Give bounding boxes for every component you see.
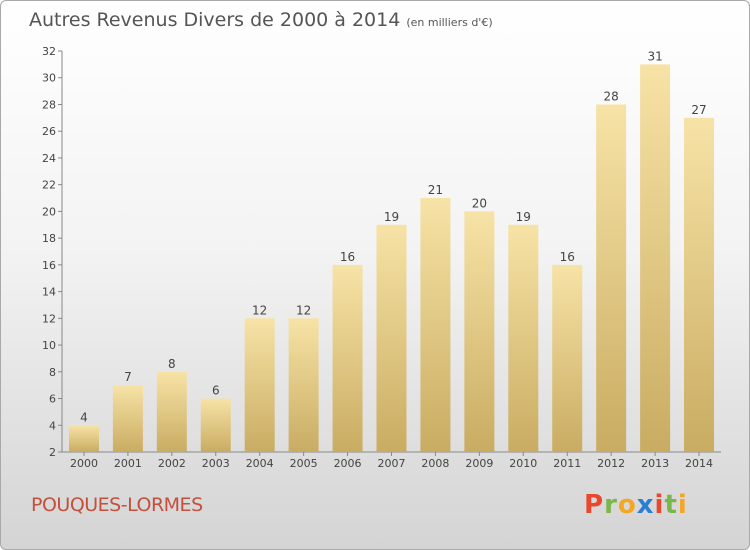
x-tick-label-2012: 2012 [597, 457, 625, 470]
x-tick-label-2011: 2011 [553, 457, 581, 470]
y-tick-label: 8 [49, 366, 56, 379]
value-label-2007: 19 [384, 210, 399, 224]
bar-2011 [552, 264, 583, 452]
bar-2002 [156, 371, 187, 452]
y-tick-label: 28 [42, 98, 56, 111]
logo-letter: P [584, 490, 605, 520]
value-label-2005: 12 [296, 303, 311, 317]
y-tick-label: 24 [42, 152, 56, 165]
x-tick-label-2010: 2010 [509, 457, 537, 470]
bar-2012 [596, 104, 627, 452]
bar-2004 [244, 318, 275, 452]
bar-2001 [112, 385, 143, 452]
logo-letter: r [604, 490, 618, 520]
logo-letter: o [617, 490, 637, 520]
x-tick-label-2004: 2004 [246, 457, 274, 470]
value-label-2003: 6 [212, 384, 220, 398]
y-tick-label: 4 [49, 419, 56, 432]
x-tick-label-2000: 2000 [70, 457, 98, 470]
x-ticks: 2000 2001 2002 2003 2004 2005 2006 2007 2008 2009… [70, 452, 713, 470]
x-tick-label-2007: 2007 [378, 457, 406, 470]
x-tick-label-2008: 2008 [421, 457, 449, 470]
bar-2009 [464, 211, 495, 452]
x-tick-label-2002: 2002 [158, 457, 186, 470]
logo-letter: x [636, 490, 655, 520]
chart-title-main: Autres Revenus Divers de 2000 à 2014 [29, 9, 401, 31]
chart-subtitle: (en milliers d'€) [406, 16, 493, 29]
bar-2007 [376, 224, 407, 452]
y-tick-label: 22 [42, 179, 56, 192]
value-label-2006: 16 [340, 250, 355, 264]
x-tick-label-2006: 2006 [334, 457, 362, 470]
value-label-2001: 7 [124, 370, 132, 384]
value-label-2009: 20 [472, 196, 487, 210]
y-tick-label: 18 [42, 232, 56, 245]
logo-letter: t [664, 490, 678, 520]
value-label-2000: 4 [80, 410, 88, 424]
commune-name: POUQUES-LORMES [31, 494, 203, 516]
y-tick-label: 26 [42, 125, 56, 138]
bar-2013 [640, 64, 671, 452]
value-label-2013: 31 [647, 49, 662, 63]
y-tick-label: 32 [42, 45, 56, 58]
x-tick-label-2014: 2014 [685, 457, 713, 470]
x-tick-label-2003: 2003 [202, 457, 230, 470]
value-label-2002: 8 [168, 357, 176, 371]
value-label-2008: 21 [428, 183, 443, 197]
y-tick-label: 14 [42, 286, 56, 299]
y-tick-label: 30 [42, 72, 56, 85]
y-tick-label: 6 [49, 393, 56, 406]
value-label-2010: 19 [516, 210, 531, 224]
y-tick-label: 16 [42, 259, 56, 272]
logo-letter: i [654, 490, 665, 520]
y-tick-label: 20 [42, 205, 56, 218]
bar-2014 [684, 117, 715, 452]
chart-title: Autres Revenus Divers de 2000 à 2014 (en … [29, 9, 493, 31]
x-tick-label-2013: 2013 [641, 457, 669, 470]
bar-2003 [200, 398, 231, 452]
x-tick-label-2009: 2009 [465, 457, 493, 470]
proxiti-logo: Proxiti [584, 490, 688, 520]
bar-2000 [68, 425, 99, 452]
y-tick-label: 10 [42, 339, 56, 352]
value-label-2012: 28 [604, 89, 619, 103]
y-tick-label: 12 [42, 312, 56, 325]
logo-letter: i [677, 490, 688, 520]
value-label-2014: 27 [691, 103, 706, 117]
y-tick-label: 2 [49, 446, 56, 459]
value-label-2004: 12 [252, 303, 267, 317]
x-tick-label-2001: 2001 [114, 457, 142, 470]
x-tick-label-2005: 2005 [290, 457, 318, 470]
bar-2010 [508, 224, 539, 452]
bars: 4 7 8 6 12 12 16 19 21 20 19 16 28 31 27 [68, 49, 715, 452]
bar-2008 [420, 198, 451, 452]
bar-2006 [332, 264, 363, 452]
bar-2005 [288, 318, 319, 452]
value-label-2011: 16 [560, 250, 575, 264]
